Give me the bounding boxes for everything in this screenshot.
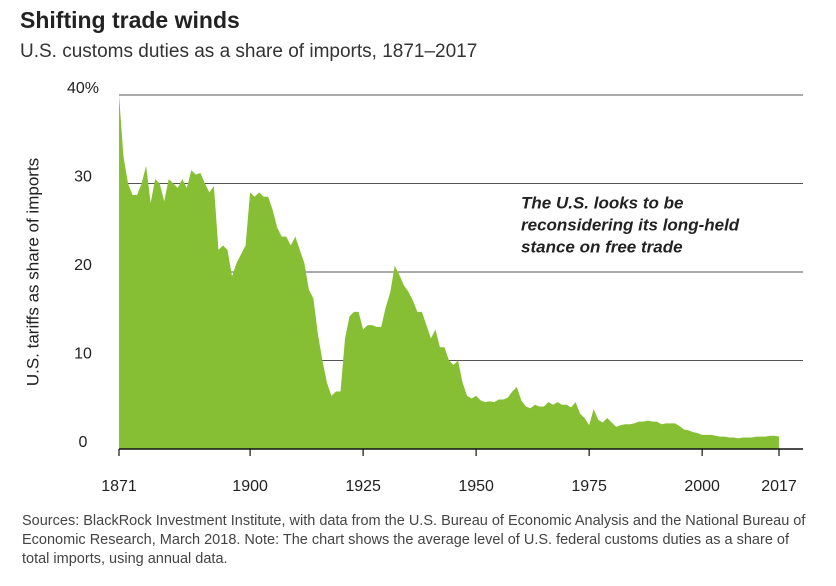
- annotation: reconsidering its long-held: [521, 215, 740, 234]
- x-tick-label: 1871: [101, 478, 137, 495]
- x-tick-label: 1925: [345, 478, 381, 495]
- y-tick-label: 40%: [67, 80, 99, 97]
- chart: Shifting trade winds U.S. customs duties…: [20, 7, 803, 495]
- y-axis-label: U.S. tariffs as share of imports: [23, 158, 42, 386]
- chart-subtitle: U.S. customs duties as a share of import…: [20, 41, 477, 62]
- y-tick-label: 30: [74, 169, 92, 186]
- x-tick-label: 2000: [684, 478, 720, 495]
- chart-title: Shifting trade winds: [20, 7, 240, 33]
- y-tick-label: 0: [79, 434, 88, 451]
- y-tick-label: 10: [74, 346, 92, 363]
- x-tick-label: 1975: [571, 478, 607, 495]
- x-tick-label: 2017: [761, 478, 797, 495]
- annotation: stance on free trade: [521, 237, 683, 256]
- area: [119, 95, 779, 449]
- x-tick-label: 1950: [458, 478, 494, 495]
- source-note: Sources: BlackRock Investment Institute,…: [22, 513, 806, 567]
- annotation: The U.S. looks to be: [521, 193, 683, 212]
- x-tick-label: 1900: [232, 478, 268, 495]
- y-tick-label: 20: [74, 257, 92, 274]
